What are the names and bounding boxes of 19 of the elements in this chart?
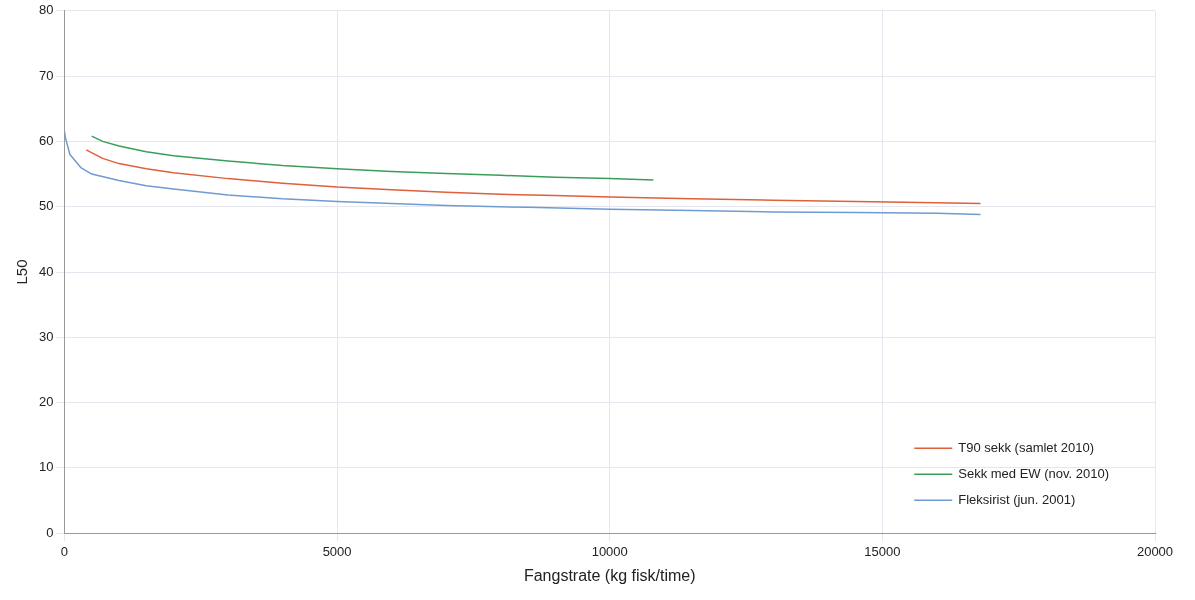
y-tick-label: 30: [38, 328, 54, 344]
y-tick-label: 20: [38, 394, 54, 410]
x-tick-label: 10000: [591, 543, 628, 559]
x-tick-label: 5000: [322, 543, 352, 559]
y-tick-label: 60: [38, 132, 54, 148]
x-axis-title: Fangstrate (kg fisk/time): [523, 566, 696, 584]
legend-label: T90 sekk (samlet 2010): [958, 439, 1095, 455]
y-tick-label: 50: [38, 198, 54, 214]
y-axis-title: L50: [13, 259, 31, 285]
y-tick-label: 40: [38, 263, 54, 279]
y-tick-label: 10: [38, 459, 54, 475]
legend-label: Sekk med EW (nov. 2010): [958, 465, 1109, 481]
x-tick-label: 20000: [1136, 543, 1174, 559]
y-tick-label: 80: [38, 2, 54, 18]
legend-label: Fleksirist (jun. 2001): [958, 491, 1076, 507]
y-tick-label: 0: [46, 524, 54, 540]
y-tick-label: 70: [38, 67, 54, 83]
x-tick-label: 0: [60, 543, 69, 559]
x-tick-label: 15000: [864, 543, 901, 559]
